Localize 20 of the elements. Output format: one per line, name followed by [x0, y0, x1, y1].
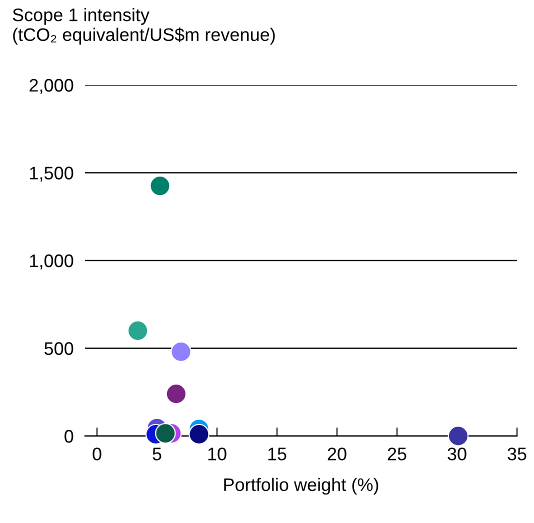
point — [155, 422, 176, 444]
y-tick-label: 500 — [44, 342, 74, 355]
x-tick-label: 30 — [448, 448, 466, 460]
point — [170, 341, 192, 362]
y-tick-label: 2,000 — [30, 78, 74, 94]
y-tick-label: 1,500 — [30, 166, 74, 182]
x-tick-label: 10 — [208, 448, 226, 460]
x-tick-label: 0 — [92, 448, 102, 460]
y-axis-title: Scope 1 intensity (tCO₂ equivalent/US$m revenue) — [12, 8, 275, 45]
x-axis-title: Portfolio weight (%) — [224, 478, 378, 495]
y-tick-label: 0 — [64, 430, 74, 443]
point — [188, 424, 210, 445]
x-tick-label: 20 — [328, 448, 346, 460]
point — [448, 426, 469, 446]
point — [166, 384, 187, 404]
x-tick-label: 15 — [268, 448, 286, 460]
x-tick-label: 5 — [152, 448, 162, 460]
y-tick-label: 1,000 — [30, 254, 74, 270]
x-tick-label: 35 — [508, 448, 526, 460]
x-tick-label: 25 — [388, 448, 406, 460]
